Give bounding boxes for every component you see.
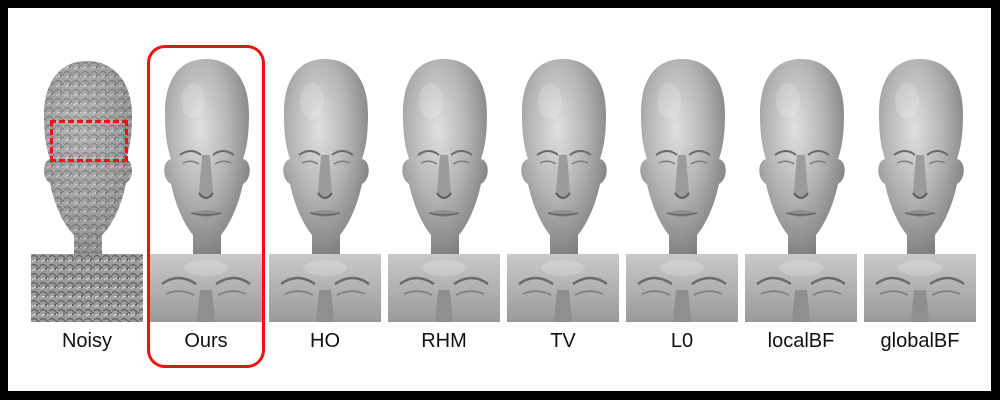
ho-zoom-crop — [269, 254, 381, 322]
tv-head-image — [520, 58, 608, 260]
label-localbf: localBF — [767, 330, 835, 352]
l0-zoom-crop — [626, 254, 738, 322]
ours-head-image — [163, 58, 251, 260]
column-ho: HO — [266, 8, 384, 391]
column-noisy: Noisy — [28, 8, 146, 391]
localbf-zoom-crop — [745, 254, 857, 322]
label-noisy: Noisy — [61, 330, 112, 352]
label-l0: L0 — [670, 330, 694, 352]
column-tv: TV — [504, 8, 622, 391]
label-ho: HO — [310, 330, 340, 352]
noisy-head-image — [44, 61, 132, 257]
comparison-figure: Noisy Ours HO RHM TV L0 localBF — [8, 8, 991, 391]
column-ours: Ours — [147, 8, 265, 391]
ours-zoom-crop — [150, 254, 262, 322]
label-globalbf: globalBF — [880, 330, 960, 352]
globalbf-head-image — [877, 58, 965, 260]
column-globalbf: globalBF — [861, 8, 979, 391]
ho-head-image — [282, 58, 370, 260]
rhm-zoom-crop — [388, 254, 500, 322]
rhm-head-image — [401, 58, 489, 260]
column-localbf: localBF — [742, 8, 860, 391]
label-ours: Ours — [184, 330, 228, 352]
column-rhm: RHM — [385, 8, 503, 391]
tv-zoom-crop — [507, 254, 619, 322]
column-l0: L0 — [623, 8, 741, 391]
noisy-zoom-crop — [31, 254, 143, 322]
label-tv: TV — [550, 330, 576, 352]
l0-head-image — [639, 58, 727, 260]
localbf-head-image — [758, 58, 846, 260]
label-rhm: RHM — [421, 330, 467, 352]
globalbf-zoom-crop — [864, 254, 976, 322]
